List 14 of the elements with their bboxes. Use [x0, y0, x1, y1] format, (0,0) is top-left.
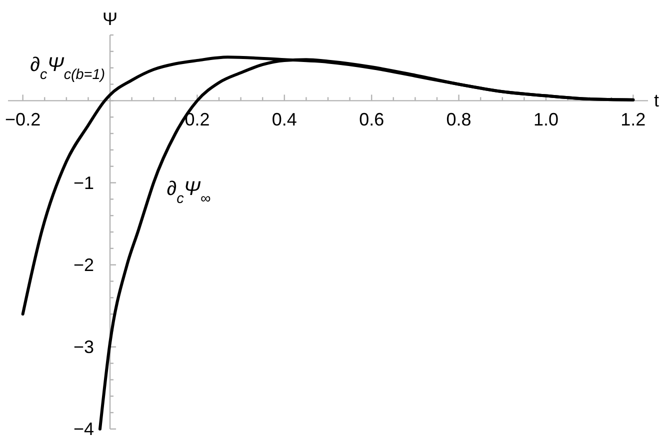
x-tick-label: 0.6 [359, 110, 384, 130]
x-axis-title: t [654, 90, 660, 111]
x-tick-label: −0.2 [5, 110, 41, 130]
x-tick-label: 1.0 [533, 110, 558, 130]
y-axis-title: Ψ [102, 9, 118, 29]
x-tick-label: 1.2 [620, 110, 646, 130]
x-tick-label: 0.8 [446, 110, 472, 130]
series-label: ∂$_{c}$Ψ$_{c(b=1)}$ [30, 54, 106, 83]
y-tick-label: −1 [73, 172, 94, 193]
y-tick-label: −3 [73, 336, 94, 357]
y-tick-label: −4 [73, 419, 94, 439]
x-tick-label: 0.4 [272, 110, 297, 130]
y-tick-label: −2 [73, 254, 94, 275]
series-label: ∂$_{c}$Ψ$_{∞}$ [166, 178, 211, 208]
